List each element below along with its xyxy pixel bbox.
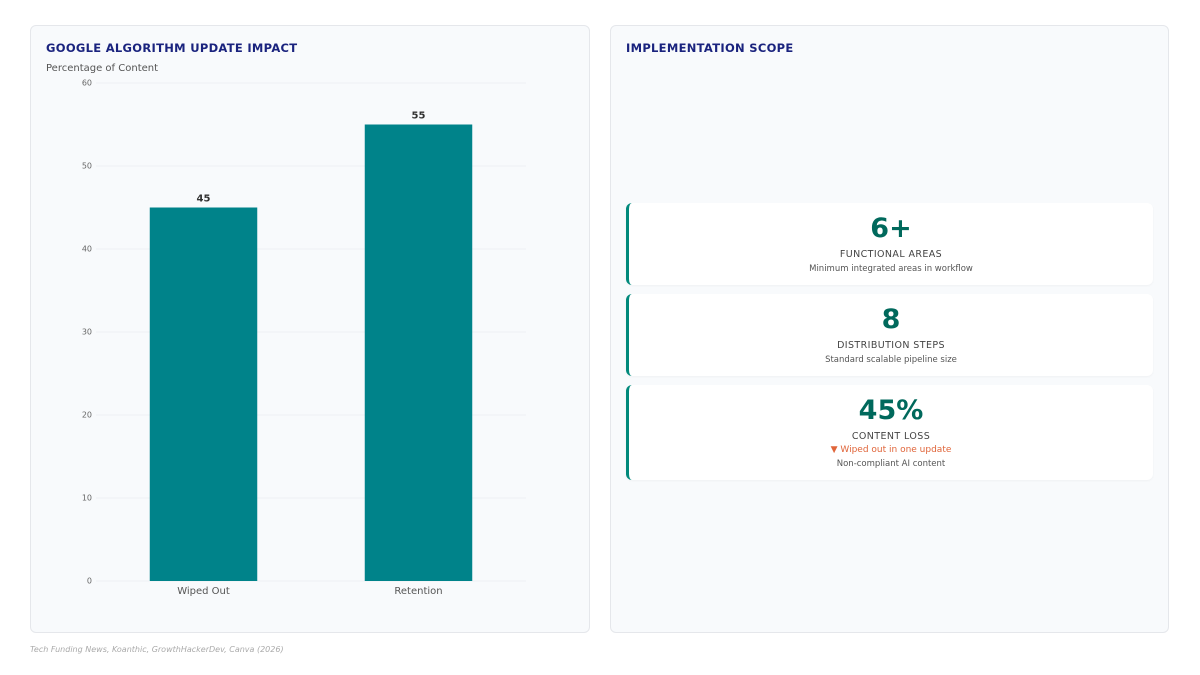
chart: 0 10 20 30 40 50 60 Wiped Out 45 Retention 55 (82, 79, 526, 597)
y-axis-label: Percentage of Content (46, 63, 159, 74)
y-tick-label: 30 (82, 328, 92, 337)
chart-title: GOOGLE ALGORITHM UPDATE IMPACT (46, 41, 298, 55)
y-tick-label: 60 (82, 79, 92, 88)
scope-title: IMPLEMENTATION SCOPE (626, 41, 794, 55)
x-tick-label: Retention (394, 586, 442, 597)
kpi-label: DISTRIBUTION STEPS (837, 340, 945, 351)
bar (149, 207, 258, 581)
kpi-card: 45% CONTENT LOSS ▼ Wiped out in one upda… (626, 385, 1153, 480)
y-tick-label: 0 (87, 577, 92, 586)
kpi-description: Minimum integrated areas in workflow (809, 264, 973, 274)
kpi-card: 8 DISTRIBUTION STEPS Standard scalable p… (626, 294, 1153, 376)
data-label: 55 (412, 111, 426, 122)
kpi-description: Non-compliant AI content (836, 459, 946, 469)
kpi-value: 8 (881, 304, 901, 335)
bar (364, 124, 473, 581)
y-tick-label: 10 (82, 494, 92, 503)
y-tick-label: 40 (82, 245, 92, 254)
kpi-label: CONTENT LOSS (851, 431, 931, 442)
kpi-label: FUNCTIONAL AREAS (839, 249, 943, 260)
kpi-description: Standard scalable pipeline size (825, 355, 957, 365)
y-tick-label: 50 (82, 162, 92, 171)
x-tick-label: Wiped Out (177, 586, 230, 597)
scope-panel: IMPLEMENTATION SCOPE 6+ FUNCTIONAL AREAS… (610, 25, 1169, 633)
data-label: 45 (197, 194, 211, 205)
kpi-value: 45% (858, 395, 924, 426)
chart-panel: GOOGLE ALGORITHM UPDATE IMPACT Percentag… (30, 25, 590, 633)
kpi-trend: ▼ Wiped out in one update (830, 445, 952, 455)
y-tick-label: 20 (82, 411, 92, 420)
kpi-card: 6+ FUNCTIONAL AREAS Minimum integrated a… (626, 203, 1153, 285)
source-note: Tech Funding News, Koanthic, GrowthHacke… (30, 645, 284, 654)
kpi-value: 6+ (870, 213, 912, 244)
